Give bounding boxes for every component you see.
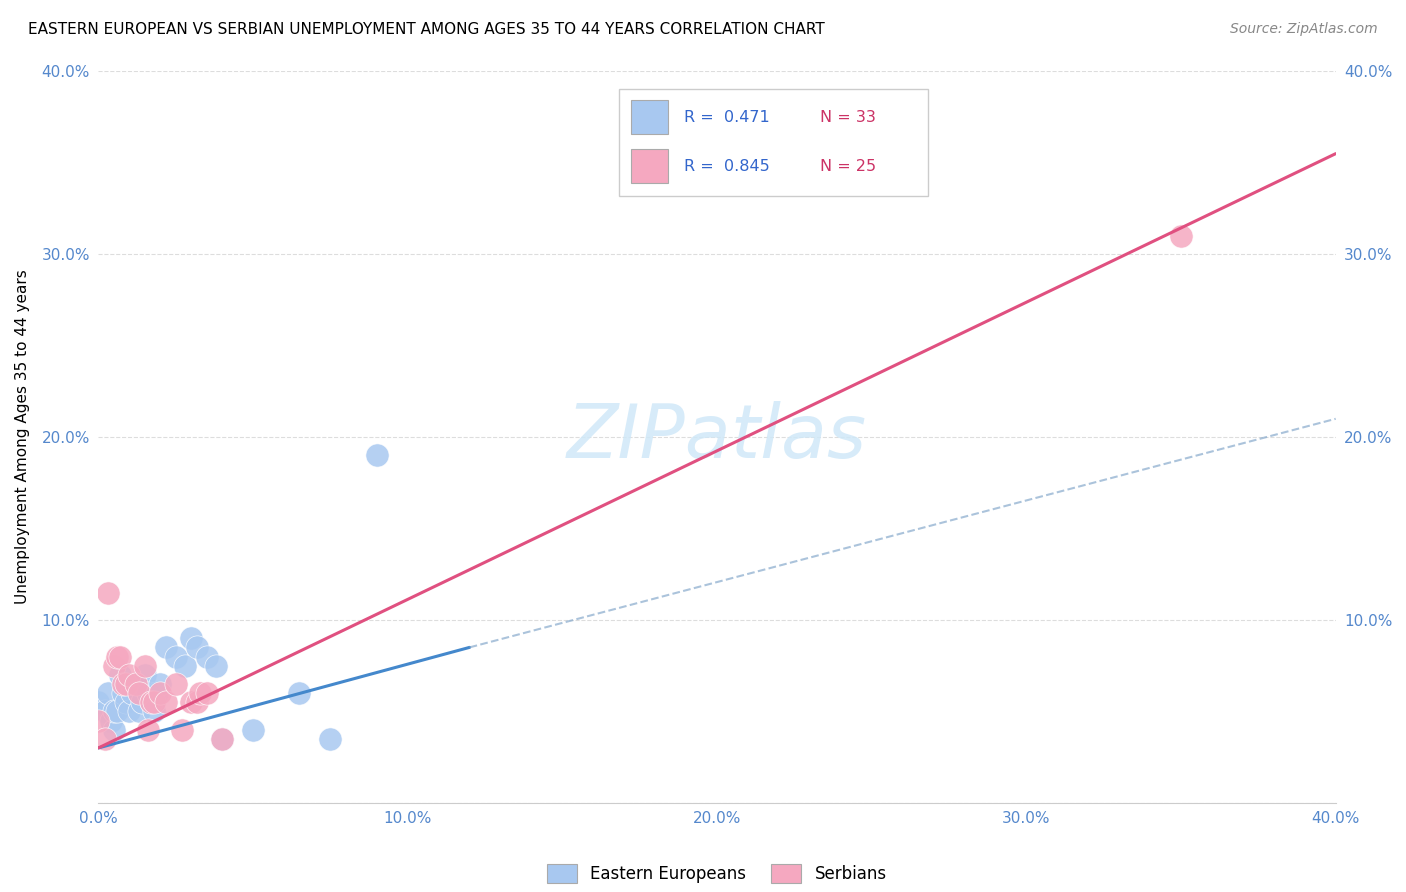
Point <box>87 714 110 728</box>
Text: N = 33: N = 33 <box>820 110 876 125</box>
Point <box>103 658 125 673</box>
Point <box>149 686 172 700</box>
Point <box>195 649 218 664</box>
Point <box>103 705 125 719</box>
Point <box>288 686 311 700</box>
Point <box>108 667 131 681</box>
Point <box>115 677 138 691</box>
Point <box>97 686 120 700</box>
Point <box>139 695 162 709</box>
Point <box>139 695 162 709</box>
Point <box>1170 228 1192 243</box>
Point <box>124 677 146 691</box>
Point <box>105 649 128 664</box>
Text: EASTERN EUROPEAN VS SERBIAN UNEMPLOYMENT AMONG AGES 35 TO 44 YEARS CORRELATION C: EASTERN EUROPEAN VS SERBIAN UNEMPLOYMENT… <box>28 22 825 37</box>
Point <box>100 714 122 728</box>
Text: R =  0.845: R = 0.845 <box>683 159 769 174</box>
Point <box>93 731 115 746</box>
Point <box>121 686 143 700</box>
Legend: Eastern Europeans, Serbians: Eastern Europeans, Serbians <box>540 857 894 889</box>
Point <box>108 649 131 664</box>
Point <box>97 585 120 599</box>
Point <box>205 658 228 673</box>
Point <box>170 723 193 737</box>
Point <box>115 695 138 709</box>
Point <box>134 667 156 681</box>
Text: R =  0.471: R = 0.471 <box>683 110 769 125</box>
Y-axis label: Unemployment Among Ages 35 to 44 years: Unemployment Among Ages 35 to 44 years <box>15 269 31 605</box>
Point <box>165 649 187 664</box>
Point <box>146 686 169 700</box>
Point <box>131 695 153 709</box>
Point <box>93 705 115 719</box>
Point <box>143 695 166 709</box>
Point <box>155 695 177 709</box>
Point <box>118 667 141 681</box>
Text: N = 25: N = 25 <box>820 159 876 174</box>
Point <box>190 686 212 700</box>
Point <box>186 695 208 709</box>
Point <box>165 677 187 691</box>
Point <box>186 640 208 655</box>
Point <box>118 705 141 719</box>
Point <box>155 640 177 655</box>
Point <box>112 677 135 691</box>
Point <box>128 686 150 700</box>
Point <box>366 449 388 463</box>
Point <box>124 677 146 691</box>
Point <box>149 677 172 691</box>
Point <box>319 731 342 746</box>
Point <box>211 731 233 746</box>
Point <box>180 632 202 646</box>
Point <box>128 705 150 719</box>
Point <box>211 731 233 746</box>
Point <box>105 705 128 719</box>
Point <box>134 658 156 673</box>
Point <box>143 705 166 719</box>
Point <box>136 723 159 737</box>
Point <box>103 723 125 737</box>
Point <box>136 686 159 700</box>
Text: Source: ZipAtlas.com: Source: ZipAtlas.com <box>1230 22 1378 37</box>
Point <box>87 695 110 709</box>
Text: ZIPatlas: ZIPatlas <box>567 401 868 473</box>
Point <box>180 695 202 709</box>
FancyBboxPatch shape <box>631 100 668 134</box>
Point <box>195 686 218 700</box>
Point <box>112 686 135 700</box>
Point <box>174 658 197 673</box>
FancyBboxPatch shape <box>631 149 668 184</box>
Point <box>242 723 264 737</box>
FancyBboxPatch shape <box>619 89 928 196</box>
